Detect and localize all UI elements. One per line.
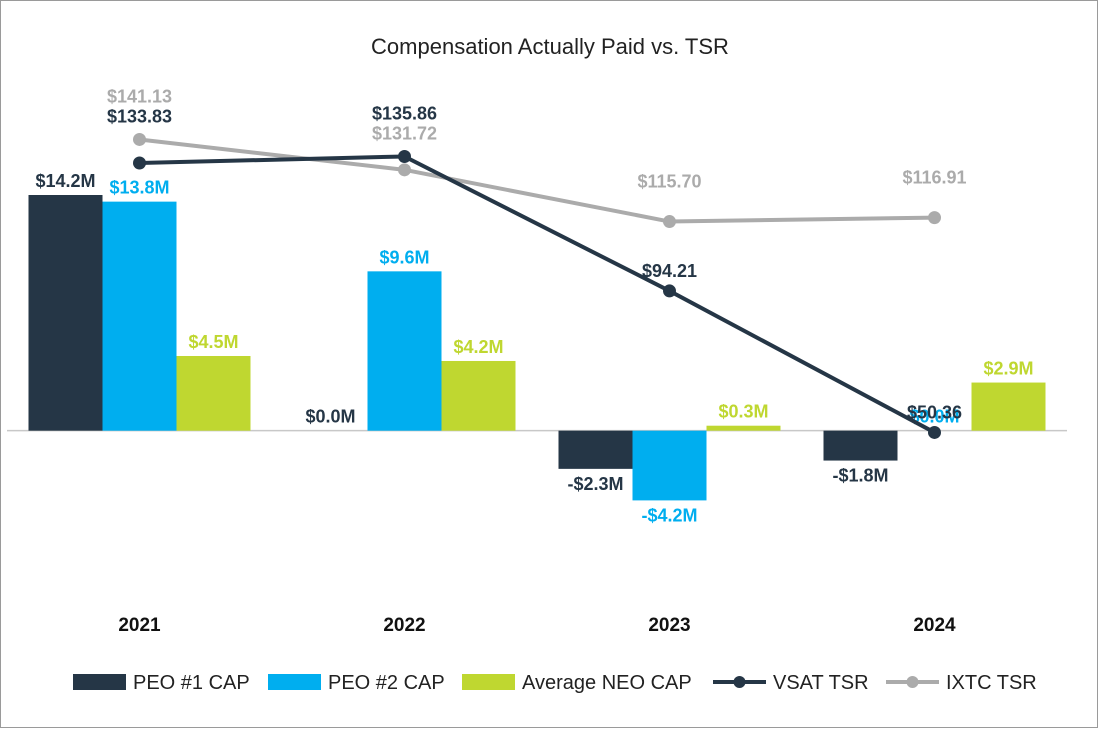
- average-neo-cap-bar-2022: [441, 360, 516, 431]
- average-neo-cap-bar-2021: [176, 355, 251, 431]
- x-tick-label-2024: 2024: [913, 615, 956, 636]
- legend-ixtc-tsr-label: IXTC TSR: [946, 672, 1037, 694]
- ixtc-tsr-line: [139, 137, 935, 224]
- vsat-tsr-point-2021: [133, 156, 146, 170]
- peo-2-cap-label-2022: $9.6M: [379, 247, 429, 267]
- vsat-tsr-label-2021: $133.83: [107, 106, 172, 126]
- legend-average-neo-cap-swatch: [462, 674, 515, 690]
- ixtc-tsr-point-2021: [133, 132, 146, 146]
- legend-vsat-tsr-marker: [733, 676, 746, 688]
- peo-2-cap-label-2021: $13.8M: [109, 178, 169, 198]
- legend-average-neo-cap-label: Average NEO CAP: [522, 672, 692, 694]
- average-neo-cap-label-2021: $4.5M: [188, 332, 238, 352]
- legend-peo-2-cap-label: PEO #2 CAP: [328, 672, 445, 694]
- ixtc-tsr-point-2024: [928, 211, 941, 225]
- peo-1-cap-bar-2021: [28, 195, 103, 431]
- peo-1-cap-label-2022: $0.0M: [305, 407, 355, 427]
- peo-1-cap-label-2021: $14.2M: [35, 171, 95, 191]
- legend-peo-1-cap-swatch: [73, 674, 126, 690]
- legend-vsat-tsr-label: VSAT TSR: [773, 672, 869, 694]
- legend-ixtc-tsr-marker: [906, 676, 919, 688]
- vsat-tsr-point-2024: [928, 425, 941, 439]
- vsat-tsr-point-2022: [398, 149, 411, 163]
- vsat-tsr-label-2024: $50.36: [907, 402, 962, 422]
- average-neo-cap-bar-2023: [706, 425, 781, 431]
- ixtc-tsr-label-2022: $131.72: [372, 123, 437, 143]
- peo-1-cap-bar-2024: [823, 430, 898, 461]
- ixtc-tsr-point-2022: [398, 163, 411, 177]
- average-neo-cap-bar-2024: [971, 382, 1046, 431]
- peo-1-cap-label-2024: -$1.8M: [832, 466, 888, 486]
- vsat-tsr-label-2023: $94.21: [642, 261, 697, 281]
- average-neo-cap-label-2022: $4.2M: [453, 337, 503, 357]
- x-tick-label-2023: 2023: [648, 615, 690, 636]
- average-neo-cap-label-2024: $2.9M: [983, 359, 1033, 379]
- legend-peo-1-cap-label: PEO #1 CAP: [133, 672, 250, 694]
- peo-2-cap-bar-2022: [367, 271, 442, 431]
- peo-2-cap-label-2024: $0.0M: [909, 407, 959, 427]
- peo-2-cap-label-2023: -$4.2M: [641, 505, 697, 525]
- legend-peo-2-cap-swatch: [268, 674, 321, 690]
- x-tick-label-2021: 2021: [118, 615, 161, 636]
- chart-title: Compensation Actually Paid vs. TSR: [371, 34, 729, 59]
- vsat-tsr-point-2023: [663, 284, 676, 298]
- x-tick-label-2022: 2022: [383, 615, 425, 636]
- vsat-tsr-label-2022: $135.86: [372, 103, 437, 123]
- vsat-tsr-line: [139, 154, 936, 435]
- ixtc-tsr-label-2021: $141.13: [107, 86, 172, 106]
- average-neo-cap-label-2023: $0.3M: [718, 402, 768, 422]
- ixtc-tsr-label-2024: $116.91: [902, 168, 966, 188]
- ixtc-tsr-label-2023: $115.70: [637, 172, 701, 192]
- ixtc-tsr-point-2023: [663, 215, 676, 229]
- peo-2-cap-bar-2023: [632, 430, 707, 501]
- peo-1-cap-bar-2023: [558, 430, 633, 469]
- peo-1-cap-label-2023: -$2.3M: [567, 474, 623, 494]
- peo-2-cap-bar-2021: [102, 201, 177, 431]
